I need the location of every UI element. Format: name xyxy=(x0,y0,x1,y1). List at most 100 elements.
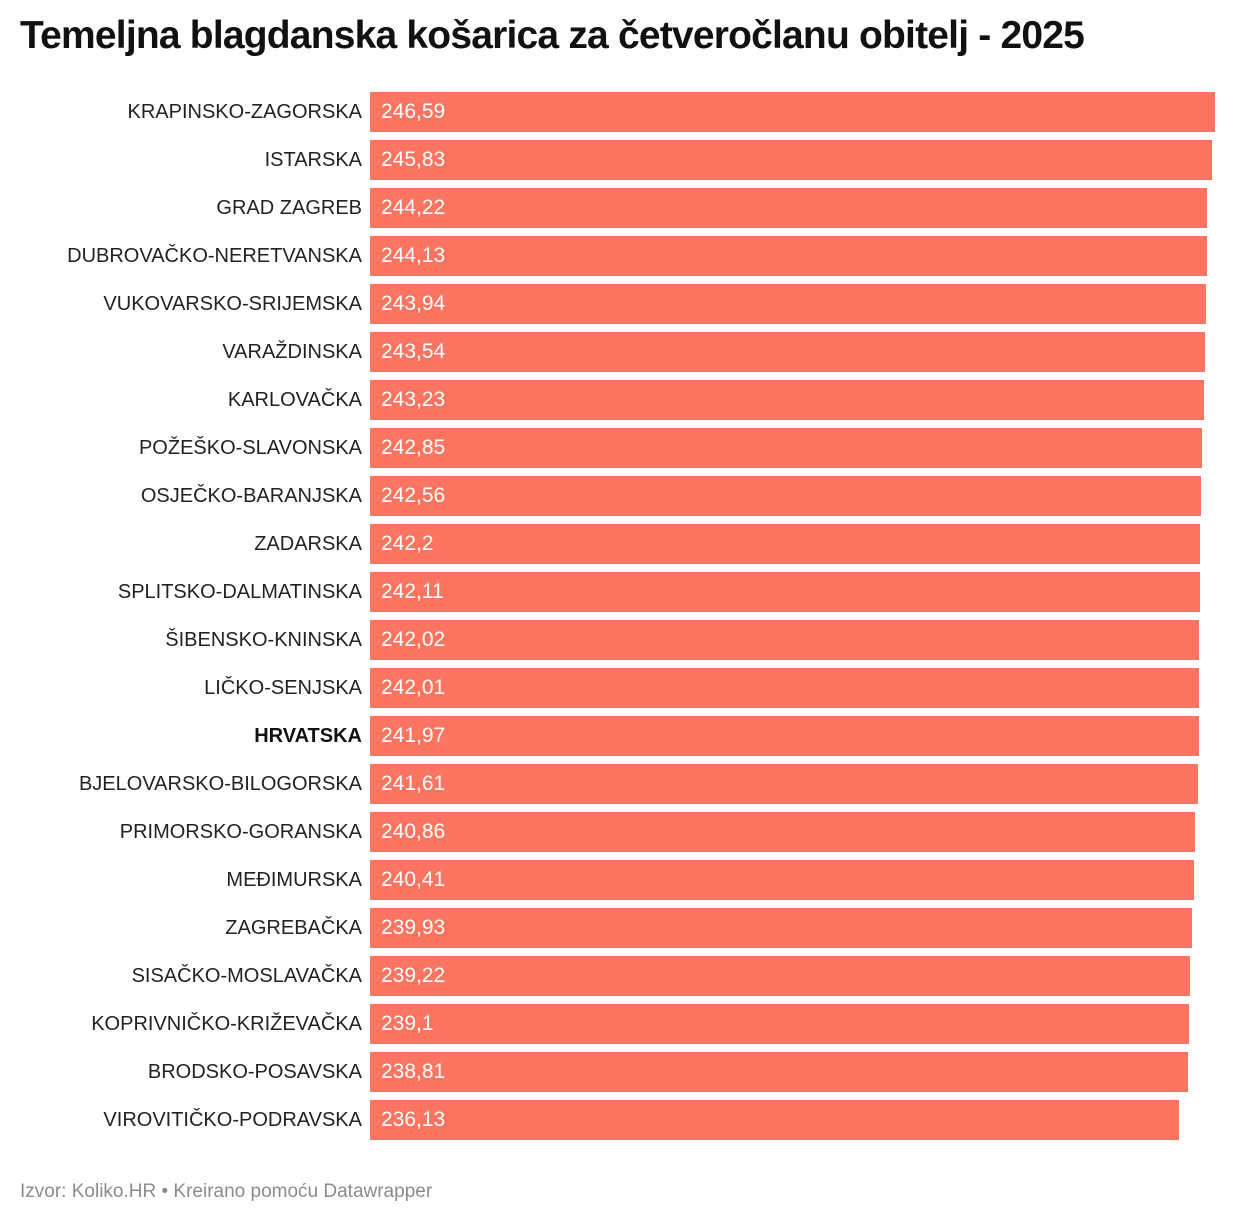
category-label: ZADARSKA xyxy=(254,533,362,555)
bar: 236,13 xyxy=(370,1100,1180,1140)
bar-track: 239,1 xyxy=(370,1004,1236,1044)
bar-row: BJELOVARSKO-BILOGORSKA 241,61 xyxy=(0,764,1236,804)
bar-track: 239,22 xyxy=(370,956,1236,996)
bar-row: OSJEČKO-BARANJSKA 242,56 xyxy=(0,476,1236,516)
bar-track: 243,23 xyxy=(370,380,1236,420)
category-label: DUBROVAČKO-NERETVANSKA xyxy=(67,245,362,267)
value-label: 239,93 xyxy=(381,916,446,939)
value-label: 243,94 xyxy=(381,292,446,315)
category-label: OSJEČKO-BARANJSKA xyxy=(140,485,362,507)
bar-track: 242,02 xyxy=(370,620,1236,660)
bar-row: BRODSKO-POSAVSKA 238,81 xyxy=(0,1052,1236,1092)
value-label: 246,59 xyxy=(381,100,446,123)
bar: 240,86 xyxy=(370,812,1196,852)
category-label: BRODSKO-POSAVSKA xyxy=(147,1061,362,1083)
bar-row: GRAD ZAGREB 244,22 xyxy=(0,188,1236,228)
bar: 244,22 xyxy=(370,188,1207,228)
bar: 242,56 xyxy=(370,476,1202,516)
value-label: 241,97 xyxy=(381,724,446,747)
bar: 243,23 xyxy=(370,380,1204,420)
category-label: VUKOVARSKO-SRIJEMSKA xyxy=(103,293,362,315)
bar: 239,22 xyxy=(370,956,1190,996)
bar-track: 236,13 xyxy=(370,1100,1236,1140)
value-label: 238,81 xyxy=(381,1060,446,1083)
category-label: KARLOVAČKA xyxy=(227,389,362,411)
bar-row: VARAŽDINSKA 243,54 xyxy=(0,332,1236,372)
bar-row: ŠIBENSKO-KNINSKA 242,02 xyxy=(0,620,1236,660)
bar-track: 239,93 xyxy=(370,908,1236,948)
bar-row: VUKOVARSKO-SRIJEMSKA 243,94 xyxy=(0,284,1236,324)
value-label: 243,54 xyxy=(381,340,446,363)
bar-track: 242,11 xyxy=(370,572,1236,612)
category-label: MEĐIMURSKA xyxy=(226,869,362,891)
category-label: KRAPINSKO-ZAGORSKA xyxy=(127,101,363,123)
value-label: 242,11 xyxy=(381,580,444,603)
bar-row: MEĐIMURSKA 240,41 xyxy=(0,860,1236,900)
bar: 243,54 xyxy=(370,332,1205,372)
bar-row: PRIMORSKO-GORANSKA 240,86 xyxy=(0,812,1236,852)
bar-track: 245,83 xyxy=(370,140,1236,180)
value-label: 243,23 xyxy=(381,388,446,411)
bar-row: LIČKO-SENJSKA 242,01 xyxy=(0,668,1236,708)
bar-track: 243,54 xyxy=(370,332,1236,372)
bar: 241,97 xyxy=(370,716,1200,756)
category-label: ZAGREBAČKA xyxy=(225,917,362,939)
bar-row: POŽEŠKO-SLAVONSKA 242,85 xyxy=(0,428,1236,468)
bar-row: SISAČKO-MOSLAVAČKA 239,22 xyxy=(0,956,1236,996)
category-label: POŽEŠKO-SLAVONSKA xyxy=(138,437,362,459)
bar: 242,02 xyxy=(370,620,1200,660)
bar-row: ZAGREBAČKA 239,93 xyxy=(0,908,1236,948)
bar-track: 240,41 xyxy=(370,860,1236,900)
bar-track: 246,59 xyxy=(370,92,1236,132)
value-label: 245,83 xyxy=(381,148,446,171)
bar-track: 242,56 xyxy=(370,476,1236,516)
bar-track: 244,13 xyxy=(370,236,1236,276)
bar: 241,61 xyxy=(370,764,1198,804)
value-label: 244,13 xyxy=(381,244,446,267)
category-label: ISTARSKA xyxy=(264,149,362,171)
value-label: 244,22 xyxy=(381,196,446,219)
bar: 242,2 xyxy=(370,524,1200,564)
bar-row: ZADARSKA 242,2 xyxy=(0,524,1236,564)
value-label: 240,41 xyxy=(381,868,446,891)
bar: 244,13 xyxy=(370,236,1207,276)
bar: 238,81 xyxy=(370,1052,1189,1092)
bar: 243,94 xyxy=(370,284,1206,324)
bar: 239,93 xyxy=(370,908,1193,948)
category-label: VARAŽDINSKA xyxy=(222,341,362,363)
category-label: GRAD ZAGREB xyxy=(216,197,362,219)
bar-track: 244,22 xyxy=(370,188,1236,228)
value-label: 242,56 xyxy=(381,484,446,507)
category-label: KOPRIVNIČKO-KRIŽEVAČKA xyxy=(91,1013,362,1035)
bar-row: ISTARSKA 245,83 xyxy=(0,140,1236,180)
category-label: LIČKO-SENJSKA xyxy=(204,677,362,699)
bar-row: KOPRIVNIČKO-KRIŽEVAČKA 239,1 xyxy=(0,1004,1236,1044)
category-label: ŠIBENSKO-KNINSKA xyxy=(165,629,362,651)
bar-row: SPLITSKO-DALMATINSKA 242,11 xyxy=(0,572,1236,612)
bar-track: 242,85 xyxy=(370,428,1236,468)
bar: 242,85 xyxy=(370,428,1203,468)
value-label: 242,85 xyxy=(381,436,446,459)
bar-row: HRVATSKA 241,97 xyxy=(0,716,1236,756)
bar: 239,1 xyxy=(370,1004,1190,1044)
category-label: VIROVITIČKO-PODRAVSKA xyxy=(103,1109,362,1131)
value-label: 242,2 xyxy=(381,532,434,555)
value-label: 239,22 xyxy=(381,964,446,987)
value-label: 242,02 xyxy=(381,628,446,651)
bar-track: 241,61 xyxy=(370,764,1236,804)
bar-track: 241,97 xyxy=(370,716,1236,756)
bar-track: 242,01 xyxy=(370,668,1236,708)
category-label: PRIMORSKO-GORANSKA xyxy=(119,821,362,843)
chart-title: Temeljna blagdanska košarica za četveroč… xyxy=(20,14,1085,57)
bar-row: KRAPINSKO-ZAGORSKA 246,59 xyxy=(0,92,1236,132)
bar: 246,59 xyxy=(370,92,1215,132)
bar-track: 243,94 xyxy=(370,284,1236,324)
bar-row: DUBROVAČKO-NERETVANSKA 244,13 xyxy=(0,236,1236,276)
bar-row: VIROVITIČKO-PODRAVSKA 236,13 xyxy=(0,1100,1236,1140)
bar: 242,11 xyxy=(370,572,1200,612)
bar: 242,01 xyxy=(370,668,1200,708)
value-label: 241,61 xyxy=(381,772,446,795)
value-label: 236,13 xyxy=(381,1108,446,1131)
bar-track: 242,2 xyxy=(370,524,1236,564)
